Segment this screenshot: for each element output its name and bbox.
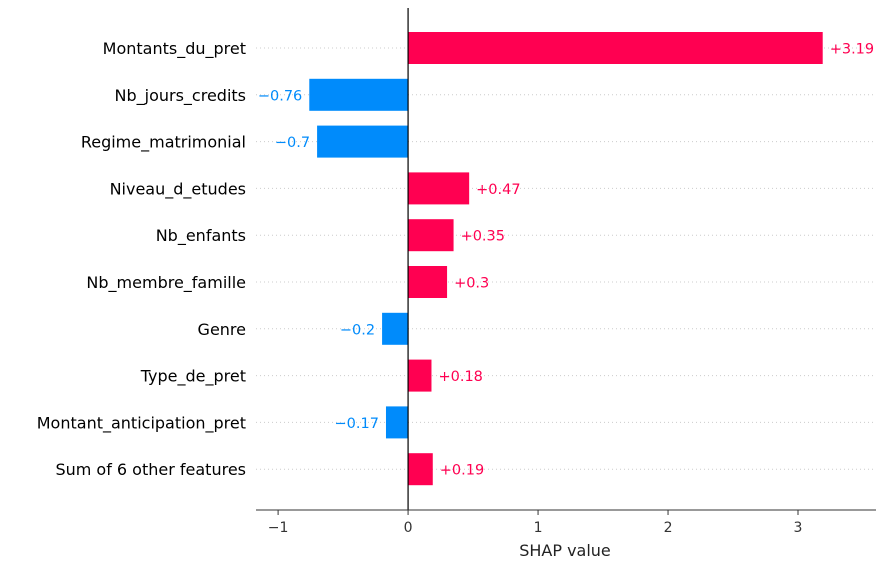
- x-tick-label: 0: [404, 520, 413, 536]
- value-label: −0.17: [335, 416, 379, 432]
- bar: [408, 453, 433, 486]
- bar: [309, 78, 409, 111]
- bar: [408, 172, 470, 205]
- bar: [317, 125, 409, 158]
- category-labels: Montants_du_pret Nb_jours_credits Regime_m…: [37, 39, 246, 479]
- x-tick-label: −1: [268, 520, 289, 536]
- value-label: −0.2: [340, 322, 375, 338]
- value-label: +3.19: [830, 42, 874, 58]
- category-label: Niveau_d_etudes: [110, 179, 246, 199]
- value-label: −0.7: [275, 135, 310, 151]
- x-tick-label: 3: [794, 520, 803, 536]
- x-axis-ticks: −1 0 1 2 3: [268, 510, 803, 536]
- value-label: +0.18: [438, 369, 482, 385]
- category-label: Nb_membre_famille: [86, 273, 246, 293]
- bar: [385, 406, 409, 439]
- bar: [408, 219, 454, 252]
- value-label: +0.47: [476, 182, 520, 198]
- x-axis-title: SHAP value: [519, 541, 611, 560]
- x-tick-label: 2: [664, 520, 673, 536]
- category-label: Type_de_pret: [140, 367, 246, 387]
- bar: [382, 312, 409, 345]
- category-label: Nb_jours_credits: [115, 86, 247, 106]
- value-label: +0.35: [461, 229, 505, 245]
- bars: [309, 32, 823, 486]
- category-label: Montants_du_pret: [103, 39, 246, 59]
- value-label: +0.3: [454, 276, 489, 292]
- bar: [408, 32, 823, 64]
- grid-lines: [256, 47, 876, 470]
- value-label: −0.76: [258, 88, 302, 104]
- bar: [408, 266, 448, 298]
- bar: [408, 359, 432, 392]
- value-label: +0.19: [440, 463, 484, 479]
- value-labels: +3.19 −0.76 −0.7 +0.47 +0.35 +0.3 −0.2 +0.18 −0.…: [258, 42, 874, 479]
- x-tick-label: 1: [534, 520, 543, 536]
- category-label: Montant_anticipation_pret: [37, 413, 246, 433]
- category-label: Nb_enfants: [156, 226, 246, 246]
- category-label: Genre: [198, 320, 246, 339]
- category-label: Regime_matrimonial: [81, 133, 246, 153]
- category-label: Sum of 6 other features: [55, 460, 246, 479]
